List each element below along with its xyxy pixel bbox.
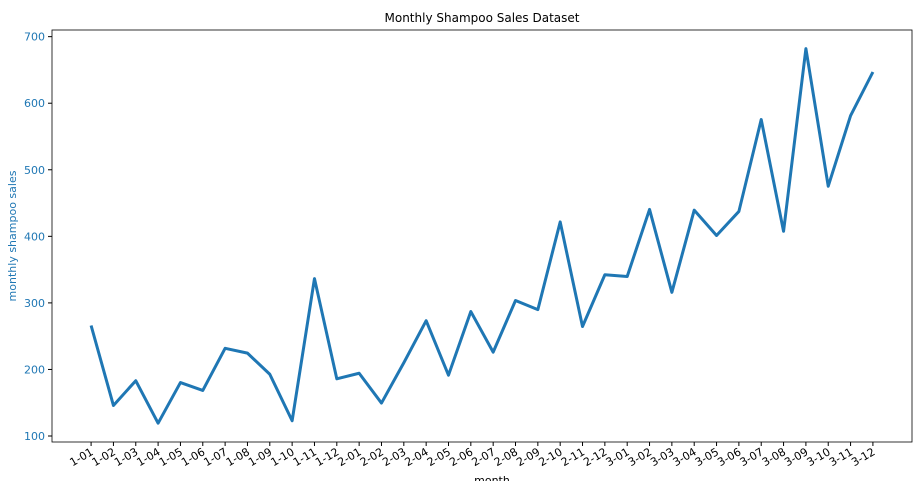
line-series <box>89 47 875 425</box>
y-axis-label: monthly shampoo sales <box>6 170 19 301</box>
y-tick-label: 700 <box>24 31 45 44</box>
y-tick-label: 100 <box>24 430 45 443</box>
x-axis-label: month <box>474 474 510 481</box>
y-tick-label: 600 <box>24 97 45 110</box>
y-tick-label: 200 <box>24 363 45 376</box>
plot-frame <box>51 29 913 443</box>
chart-title: Monthly Shampoo Sales Dataset <box>385 11 580 25</box>
x-tick-label: 3-12 <box>849 445 877 469</box>
y-tick-label: 500 <box>24 164 45 177</box>
y-tick-label: 300 <box>24 297 45 310</box>
y-tick-label: 400 <box>24 230 45 243</box>
